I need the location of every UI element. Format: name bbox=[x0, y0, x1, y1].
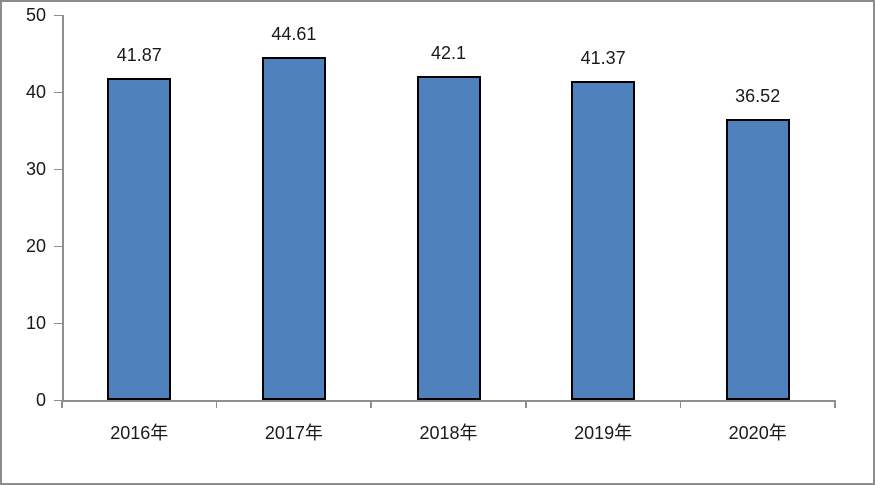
y-axis-tick bbox=[54, 322, 62, 324]
x-axis-line bbox=[62, 400, 835, 402]
y-axis-tick bbox=[54, 91, 62, 93]
y-axis-tick-label: 50 bbox=[25, 5, 46, 25]
x-axis-category-label: 2016年 bbox=[110, 423, 169, 443]
x-axis-tick bbox=[679, 400, 682, 408]
y-axis-tick bbox=[54, 245, 62, 247]
bar-2019年 bbox=[571, 81, 636, 400]
bar-value-label: 42.1 bbox=[430, 42, 467, 63]
y-axis-tick bbox=[54, 168, 62, 170]
x-axis-tick bbox=[525, 400, 527, 408]
bar-2018年 bbox=[416, 75, 481, 400]
x-axis-tick bbox=[370, 400, 372, 408]
y-axis-line bbox=[62, 15, 64, 400]
bar-value-label: 41.37 bbox=[580, 48, 626, 69]
x-axis-tick bbox=[834, 400, 836, 408]
x-axis-category-label: 2019年 bbox=[574, 423, 633, 443]
y-axis-tick-label: 30 bbox=[25, 159, 46, 179]
y-axis-tick-label: 20 bbox=[25, 236, 46, 256]
y-axis-tick-label: 0 bbox=[35, 390, 46, 410]
x-axis-category-label: 2018年 bbox=[419, 423, 478, 443]
bar-value-label: 36.52 bbox=[735, 85, 781, 106]
bar-2016年 bbox=[107, 77, 172, 400]
y-axis-tick-label: 40 bbox=[25, 82, 46, 102]
x-axis-tick bbox=[61, 400, 63, 408]
x-axis-category-label: 2020年 bbox=[728, 423, 787, 443]
bar-2017年 bbox=[261, 56, 326, 400]
x-axis-tick bbox=[215, 400, 218, 408]
bar-value-label: 41.87 bbox=[116, 44, 162, 65]
y-axis-tick-label: 10 bbox=[25, 313, 46, 333]
y-axis-tick bbox=[54, 399, 62, 401]
x-axis-category-label: 2017年 bbox=[264, 423, 323, 443]
bar-2020年 bbox=[725, 118, 790, 400]
bar-value-label: 44.61 bbox=[271, 23, 317, 44]
y-axis-tick bbox=[54, 14, 62, 16]
